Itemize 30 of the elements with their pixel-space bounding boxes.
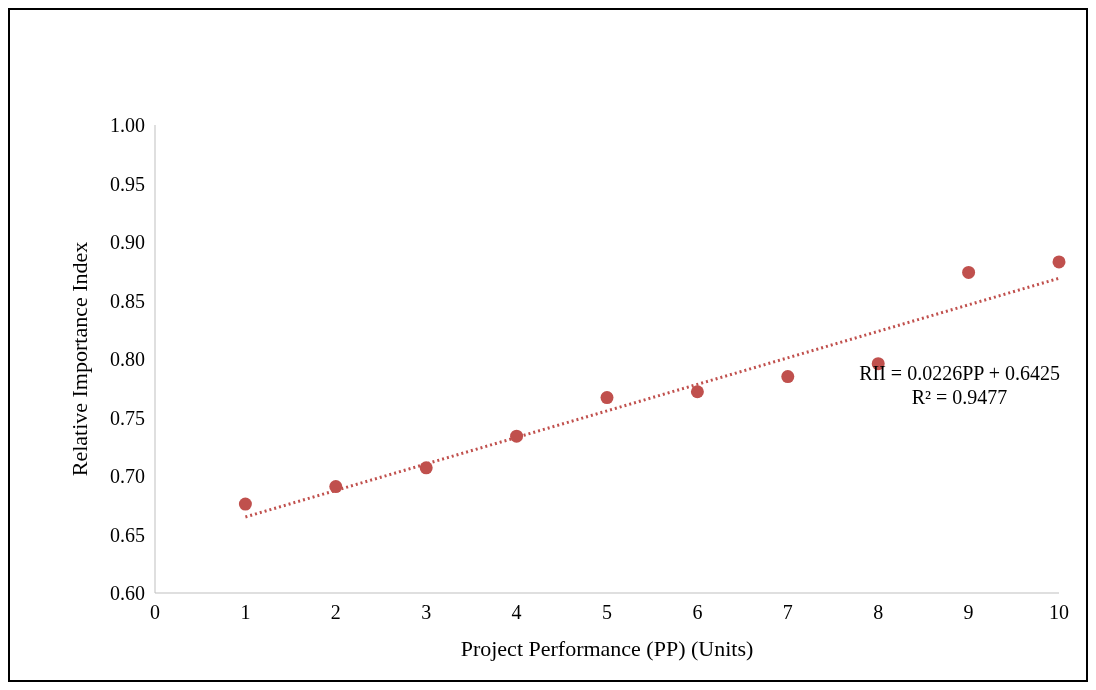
y-axis-title: Relative Importance Index	[67, 241, 92, 477]
annotation: RII = 0.0226PP + 0.6425	[859, 362, 1060, 385]
point	[781, 370, 795, 384]
point	[1052, 255, 1066, 269]
point	[238, 497, 252, 511]
x-tick-label: 10	[1049, 601, 1069, 623]
x-tick-label: 6	[692, 601, 703, 623]
y-tick-label: 0.60	[110, 582, 145, 604]
x-axis-title: Project Performance (PP) (Units)	[460, 636, 754, 661]
annotation: R² = 0.9477	[911, 386, 1008, 409]
point	[962, 265, 976, 279]
y-tick-label: 0.95	[110, 172, 145, 195]
x-tick-label: 8	[873, 601, 884, 623]
y-tick-label: 0.90	[110, 231, 145, 253]
point	[600, 391, 614, 405]
x-tick-label: 5	[602, 601, 612, 623]
x-tick-label: 4	[511, 601, 522, 623]
y-tick-label: 0.70	[110, 465, 145, 487]
y-tick-label: 0.85	[110, 289, 145, 312]
y-tick-label: 0.75	[110, 406, 145, 429]
x-tick-label: 3	[421, 601, 432, 623]
x-tick-label: 0	[150, 601, 160, 623]
x-tick-label: 7	[782, 601, 793, 623]
x-tick-label: 2	[330, 601, 341, 623]
point	[690, 385, 704, 399]
y-tick-label: 1.00	[110, 114, 145, 136]
y-tick-label: 0.65	[110, 523, 145, 546]
x-tick-label: 9	[963, 601, 974, 623]
y-tick-label: 0.80	[110, 348, 145, 370]
x-tick-label: 1	[240, 601, 251, 623]
